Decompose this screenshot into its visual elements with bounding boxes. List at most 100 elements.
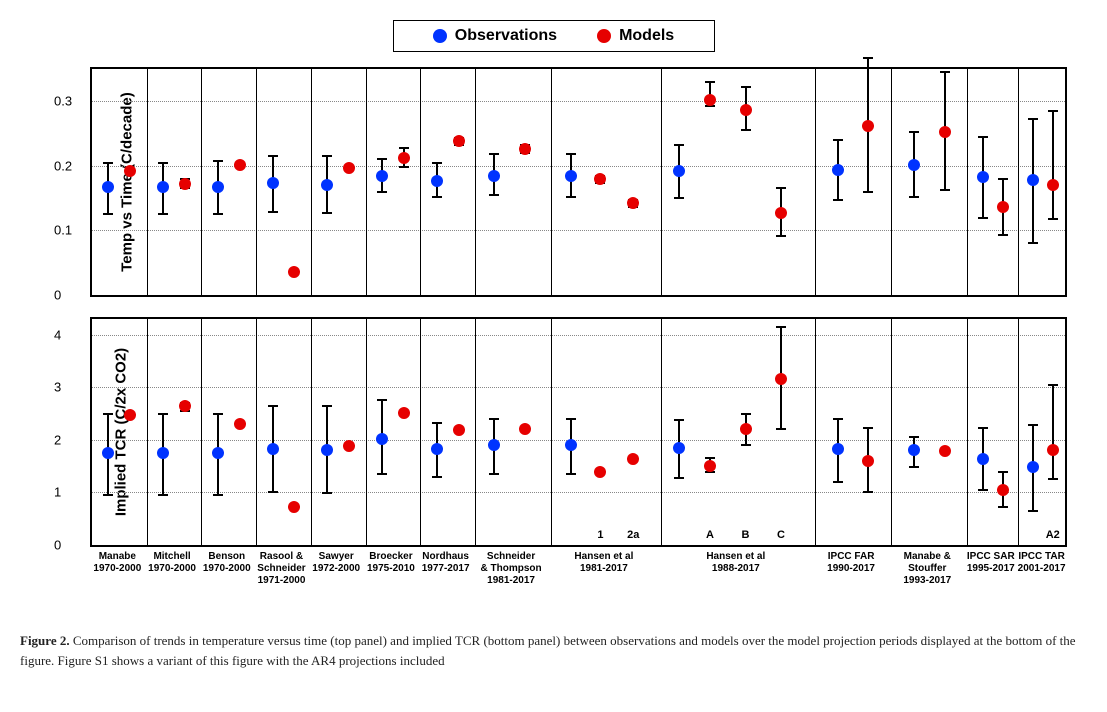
group-separator [256, 319, 257, 545]
model-point [453, 424, 465, 436]
model-point [124, 409, 136, 421]
obs-point [908, 444, 920, 456]
error-bar-cap [268, 211, 278, 213]
scenario-sublabel: C [777, 529, 785, 541]
model-point [179, 178, 191, 190]
error-bar-cap [863, 191, 873, 193]
obs-point [321, 179, 333, 191]
group-label: Benson1970-2000 [200, 551, 253, 575]
group-label: Hansen et al1988-2017 [660, 551, 812, 575]
group-separator [551, 319, 552, 545]
model-point [1047, 444, 1059, 456]
obs-point [673, 165, 685, 177]
error-bar-cap [432, 162, 442, 164]
group-separator [366, 319, 367, 545]
obs-point [102, 181, 114, 193]
legend-label-model: Models [619, 27, 674, 45]
group-separator [1018, 69, 1019, 295]
error-bar-cap [268, 491, 278, 493]
error-bar-cap [322, 492, 332, 494]
model-point [775, 373, 787, 385]
error-bar-cap [776, 326, 786, 328]
error-bar-cap [1048, 384, 1058, 386]
error-bar-cap [103, 413, 113, 415]
caption-prefix: Figure 2. [20, 633, 70, 648]
group-label: Manabe1970-2000 [91, 551, 144, 575]
obs-point [157, 181, 169, 193]
error-bar-cap [1028, 118, 1038, 120]
caption-text: Comparison of trends in temperature vers… [20, 633, 1076, 668]
group-separator [661, 319, 662, 545]
error-bar-cap [674, 477, 684, 479]
error-bar-cap [776, 187, 786, 189]
error-bar-cap [978, 136, 988, 138]
legend: Observations Models [393, 20, 715, 52]
obs-point [267, 177, 279, 189]
group-separator [201, 319, 202, 545]
error-bar-cap [322, 405, 332, 407]
obs-point [977, 171, 989, 183]
model-point [1047, 179, 1059, 191]
obs-point [673, 442, 685, 454]
group-separator [475, 319, 476, 545]
group-separator [311, 319, 312, 545]
figure-caption: Figure 2. Comparison of trends in temper… [20, 631, 1087, 670]
error-bar-cap [998, 234, 1008, 236]
x-axis-labels: Manabe1970-2000Mitchell1970-2000Benson19… [90, 551, 1067, 611]
error-bar-cap [103, 213, 113, 215]
model-point [704, 94, 716, 106]
error-bar-cap [1028, 424, 1038, 426]
error-bar-cap [909, 196, 919, 198]
error-bar [1052, 111, 1054, 219]
error-bar-cap [268, 155, 278, 157]
error-bar-cap [705, 81, 715, 83]
error-bar-cap [566, 473, 576, 475]
error-bar-cap [833, 139, 843, 141]
obs-point [212, 447, 224, 459]
gridline [92, 335, 1065, 336]
group-separator [551, 69, 552, 295]
group-separator [420, 319, 421, 545]
model-point [594, 466, 606, 478]
error-bar-cap [399, 166, 409, 168]
model-point [288, 266, 300, 278]
obs-point [376, 433, 388, 445]
model-point [594, 173, 606, 185]
error-bar-cap [674, 144, 684, 146]
error-bar-cap [322, 155, 332, 157]
group-separator [147, 69, 148, 295]
error-bar-cap [741, 86, 751, 88]
ylabel-top: Temp vs Time (C/decade) [118, 92, 135, 272]
scenario-sublabel: B [742, 529, 750, 541]
error-bar-cap [998, 471, 1008, 473]
group-separator [1018, 319, 1019, 545]
group-label: IPCC SAR1995-2017 [966, 551, 1015, 575]
error-bar-cap [940, 189, 950, 191]
obs-point [488, 170, 500, 182]
obs-point [321, 444, 333, 456]
obs-point [977, 453, 989, 465]
error-bar-cap [1028, 242, 1038, 244]
group-separator [311, 69, 312, 295]
ytick-label: 0.1 [54, 223, 72, 238]
error-bar-cap [213, 213, 223, 215]
error-bar-cap [566, 196, 576, 198]
group-separator [891, 69, 892, 295]
ytick-label: 3 [54, 380, 61, 395]
obs-point [431, 175, 443, 187]
group-separator [815, 69, 816, 295]
ytick-label: 0 [54, 538, 61, 553]
error-bar-cap [863, 491, 873, 493]
gridline [92, 101, 1065, 102]
model-point [997, 201, 1009, 213]
group-label: Broecker1975-2010 [365, 551, 418, 575]
group-label: Schneider& Thompson1981-2017 [474, 551, 548, 587]
error-bar-cap [377, 158, 387, 160]
error-bar-cap [322, 212, 332, 214]
obs-point [1027, 174, 1039, 186]
group-label: IPCC FAR1990-2017 [814, 551, 888, 575]
panel-temp-vs-time: Temp vs Time (C/decade) 00.10.20.3 [90, 67, 1067, 297]
group-label: Mitchell1970-2000 [146, 551, 199, 575]
obs-point [1027, 461, 1039, 473]
scenario-sublabel: 1 [597, 529, 603, 541]
